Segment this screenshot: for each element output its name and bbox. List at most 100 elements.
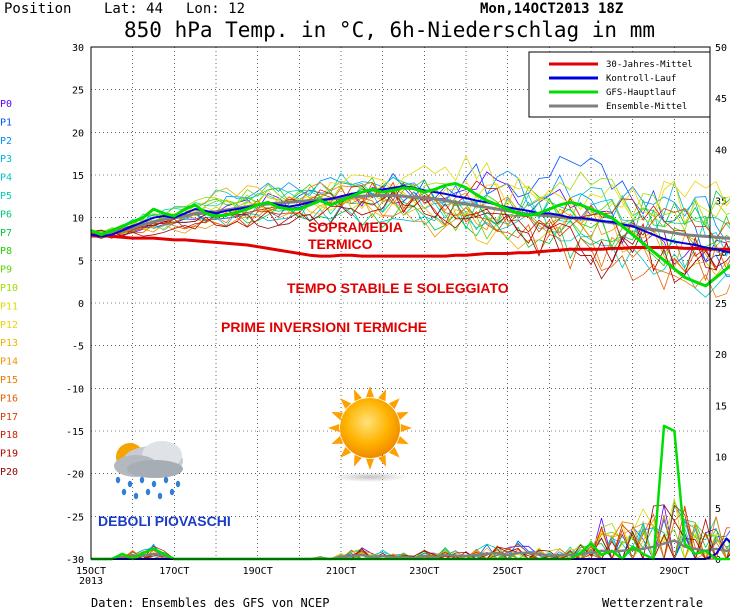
sun-ray xyxy=(331,411,344,420)
member-label-p7: P7 xyxy=(0,228,12,239)
member-temp-line-p14 xyxy=(90,194,730,272)
left-axis-tick-label: 15 xyxy=(72,171,84,182)
climate-mean-line xyxy=(90,233,730,258)
left-axis-tick-label: -30 xyxy=(66,555,84,566)
sun-ray xyxy=(340,398,352,410)
right-axis-tick-label: 35 xyxy=(715,197,727,208)
sun-ray xyxy=(365,458,375,470)
rain-drop xyxy=(133,492,139,500)
x-axis-tick-label: 23OCT xyxy=(409,566,439,577)
x-axis-tick-label: 21OCT xyxy=(326,566,356,577)
longitude-label: Lon: 12 xyxy=(186,1,245,17)
x-axis-tick-label: 19OCT xyxy=(243,566,273,577)
annotation-sopramedia: SOPRAMEDIA xyxy=(308,219,403,235)
left-axis-tick-label: -25 xyxy=(66,512,84,523)
left-axis-tick-label: -10 xyxy=(66,384,84,395)
member-label-p20: P20 xyxy=(0,467,18,478)
x-axis-tick-label: 15OCT xyxy=(76,566,106,577)
rain-drop xyxy=(121,488,127,496)
left-axis-tick-label: -15 xyxy=(66,427,84,438)
latitude-label: Lat: 44 xyxy=(104,1,163,17)
sun-ray xyxy=(331,436,344,445)
member-label-p4: P4 xyxy=(0,173,12,184)
left-axis-tick-label: 0 xyxy=(78,299,84,310)
x-axis-tick-label: 27OCT xyxy=(576,566,606,577)
x-axis-tick-label: 17OCT xyxy=(159,566,189,577)
member-label-p11: P11 xyxy=(0,301,18,312)
gfs-main-temp-line xyxy=(90,182,730,288)
rain-drop xyxy=(157,492,163,500)
x-axis-tick-label: 29OCT xyxy=(659,566,689,577)
rain-drop xyxy=(115,476,121,484)
x-axis-tick-label: 25OCT xyxy=(493,566,523,577)
rain-drop xyxy=(127,480,133,488)
right-axis-tick-label: 20 xyxy=(715,350,727,361)
chart-title: 850 hPa Temp. in °C, 6h-Niederschlag in … xyxy=(124,18,655,42)
annotation-piovaschi: DEBOLI PIOVASCHI xyxy=(98,513,231,529)
right-axis-tick-label: 5 xyxy=(715,504,721,515)
plot-frame xyxy=(90,46,711,560)
member-label-p10: P10 xyxy=(0,283,18,294)
member-label-p15: P15 xyxy=(0,375,18,386)
member-label-p5: P5 xyxy=(0,191,12,202)
member-label-p6: P6 xyxy=(0,209,12,220)
left-axis-tick-label: 25 xyxy=(72,86,84,97)
member-label-p1: P1 xyxy=(0,117,12,128)
ensemble-mean-temp-line xyxy=(90,194,730,240)
member-temp-line-p19 xyxy=(90,192,730,284)
sun-ray xyxy=(388,398,400,410)
member-temp-line-p10 xyxy=(90,171,730,234)
left-axis-tick-label: -20 xyxy=(66,470,84,481)
sun-ray xyxy=(365,386,375,398)
member-label-p14: P14 xyxy=(0,357,18,368)
sun-ray xyxy=(388,446,400,458)
member-label-p9: P9 xyxy=(0,265,12,276)
left-axis-tick-label: 20 xyxy=(72,128,84,139)
legend-label-control: Kontroll-Lauf xyxy=(606,74,676,84)
legend-label-gfs: GFS-Hauptlauf xyxy=(606,88,676,98)
position-label: Position xyxy=(4,1,71,17)
sun-ray xyxy=(396,436,409,445)
data-source: Daten: Ensembles des GFS von NCEP xyxy=(91,596,329,609)
legend: 30-Jahres-Mittel Kontroll-Lauf GFS-Haupt… xyxy=(528,51,711,118)
run-date: Mon,14OCT2013 18Z xyxy=(480,1,623,17)
legend-label-climate: 30-Jahres-Mittel xyxy=(606,60,693,70)
annotation-termico: TERMICO xyxy=(308,236,373,252)
member-label-p18: P18 xyxy=(0,430,18,441)
rain-drop xyxy=(145,488,151,496)
sun-ray xyxy=(353,389,362,402)
member-label-p17: P17 xyxy=(0,412,18,423)
member-label-p2: P2 xyxy=(0,136,12,147)
rain-drop xyxy=(139,476,145,484)
right-axis-tick-label: 10 xyxy=(715,453,727,464)
rain-drop xyxy=(175,480,181,488)
x-axis-year-label: 2013 xyxy=(79,576,103,587)
rain-cloud-icon xyxy=(114,441,183,500)
sun-ray xyxy=(396,411,409,420)
sun-icon xyxy=(328,386,412,482)
member-label-p12: P12 xyxy=(0,320,18,331)
member-temp-line-p6 xyxy=(90,196,730,269)
left-axis-tick-label: -5 xyxy=(72,342,84,353)
member-label-p8: P8 xyxy=(0,246,12,257)
right-axis-tick-label: 15 xyxy=(715,401,727,412)
sun-ray xyxy=(378,454,387,467)
sun-ray xyxy=(400,423,412,433)
member-temp-line-p7 xyxy=(90,190,730,260)
left-axis-tick-label: 30 xyxy=(72,43,84,54)
legend-label-mean: Ensemble-Mittel xyxy=(606,102,687,112)
left-axis-tick-label: 5 xyxy=(78,256,84,267)
right-axis-tick-label: 0 xyxy=(715,555,721,566)
left-axis-tick-label: 10 xyxy=(72,214,84,225)
rain-drop xyxy=(151,480,157,488)
member-label-p16: P16 xyxy=(0,393,18,404)
annotation-inversioni: PRIME INVERSIONI TERMICHE xyxy=(221,319,427,335)
rain-drop xyxy=(169,488,175,496)
right-axis-tick-label: 25 xyxy=(715,299,727,310)
member-label-p3: P3 xyxy=(0,154,12,165)
member-temp-line-p8 xyxy=(90,176,730,267)
sun-ray xyxy=(328,423,340,433)
sun-ray xyxy=(353,454,362,467)
